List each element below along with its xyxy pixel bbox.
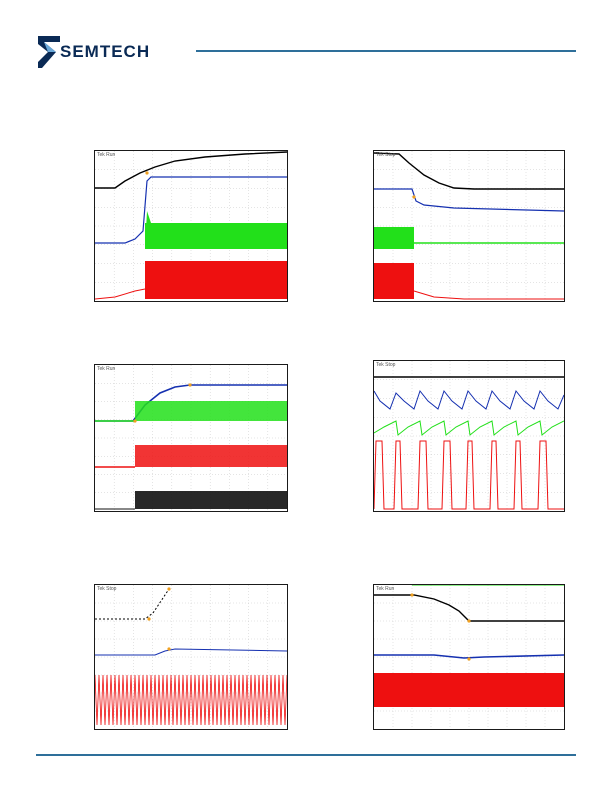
brand-name: SEMTECH	[60, 42, 151, 61]
oscilloscope-plot-1: Tek Run	[94, 150, 288, 302]
oscilloscope-plot-3: Tek Run	[94, 364, 288, 512]
oscilloscope-plot-2: Tek Stop	[373, 150, 565, 302]
scope-label: Tek Stop	[376, 152, 396, 158]
footer-rule	[36, 754, 576, 756]
oscilloscope-plot-5: Tek Stop	[94, 584, 288, 730]
semtech-s-logo-icon	[38, 36, 60, 68]
scope-label: Tek Stop	[376, 362, 396, 368]
scope-label: Tek Run	[376, 586, 395, 592]
scope-label: Tek Run	[97, 366, 116, 372]
semtech-logo: SEMTECH	[34, 34, 194, 70]
scope-label: Tek Stop	[97, 586, 117, 592]
scope-label: Tek Run	[97, 152, 116, 158]
header-rule	[196, 50, 576, 52]
oscilloscope-plot-4: Tek Stop	[373, 360, 565, 512]
oscilloscope-plot-6: Tek Run	[373, 584, 565, 730]
